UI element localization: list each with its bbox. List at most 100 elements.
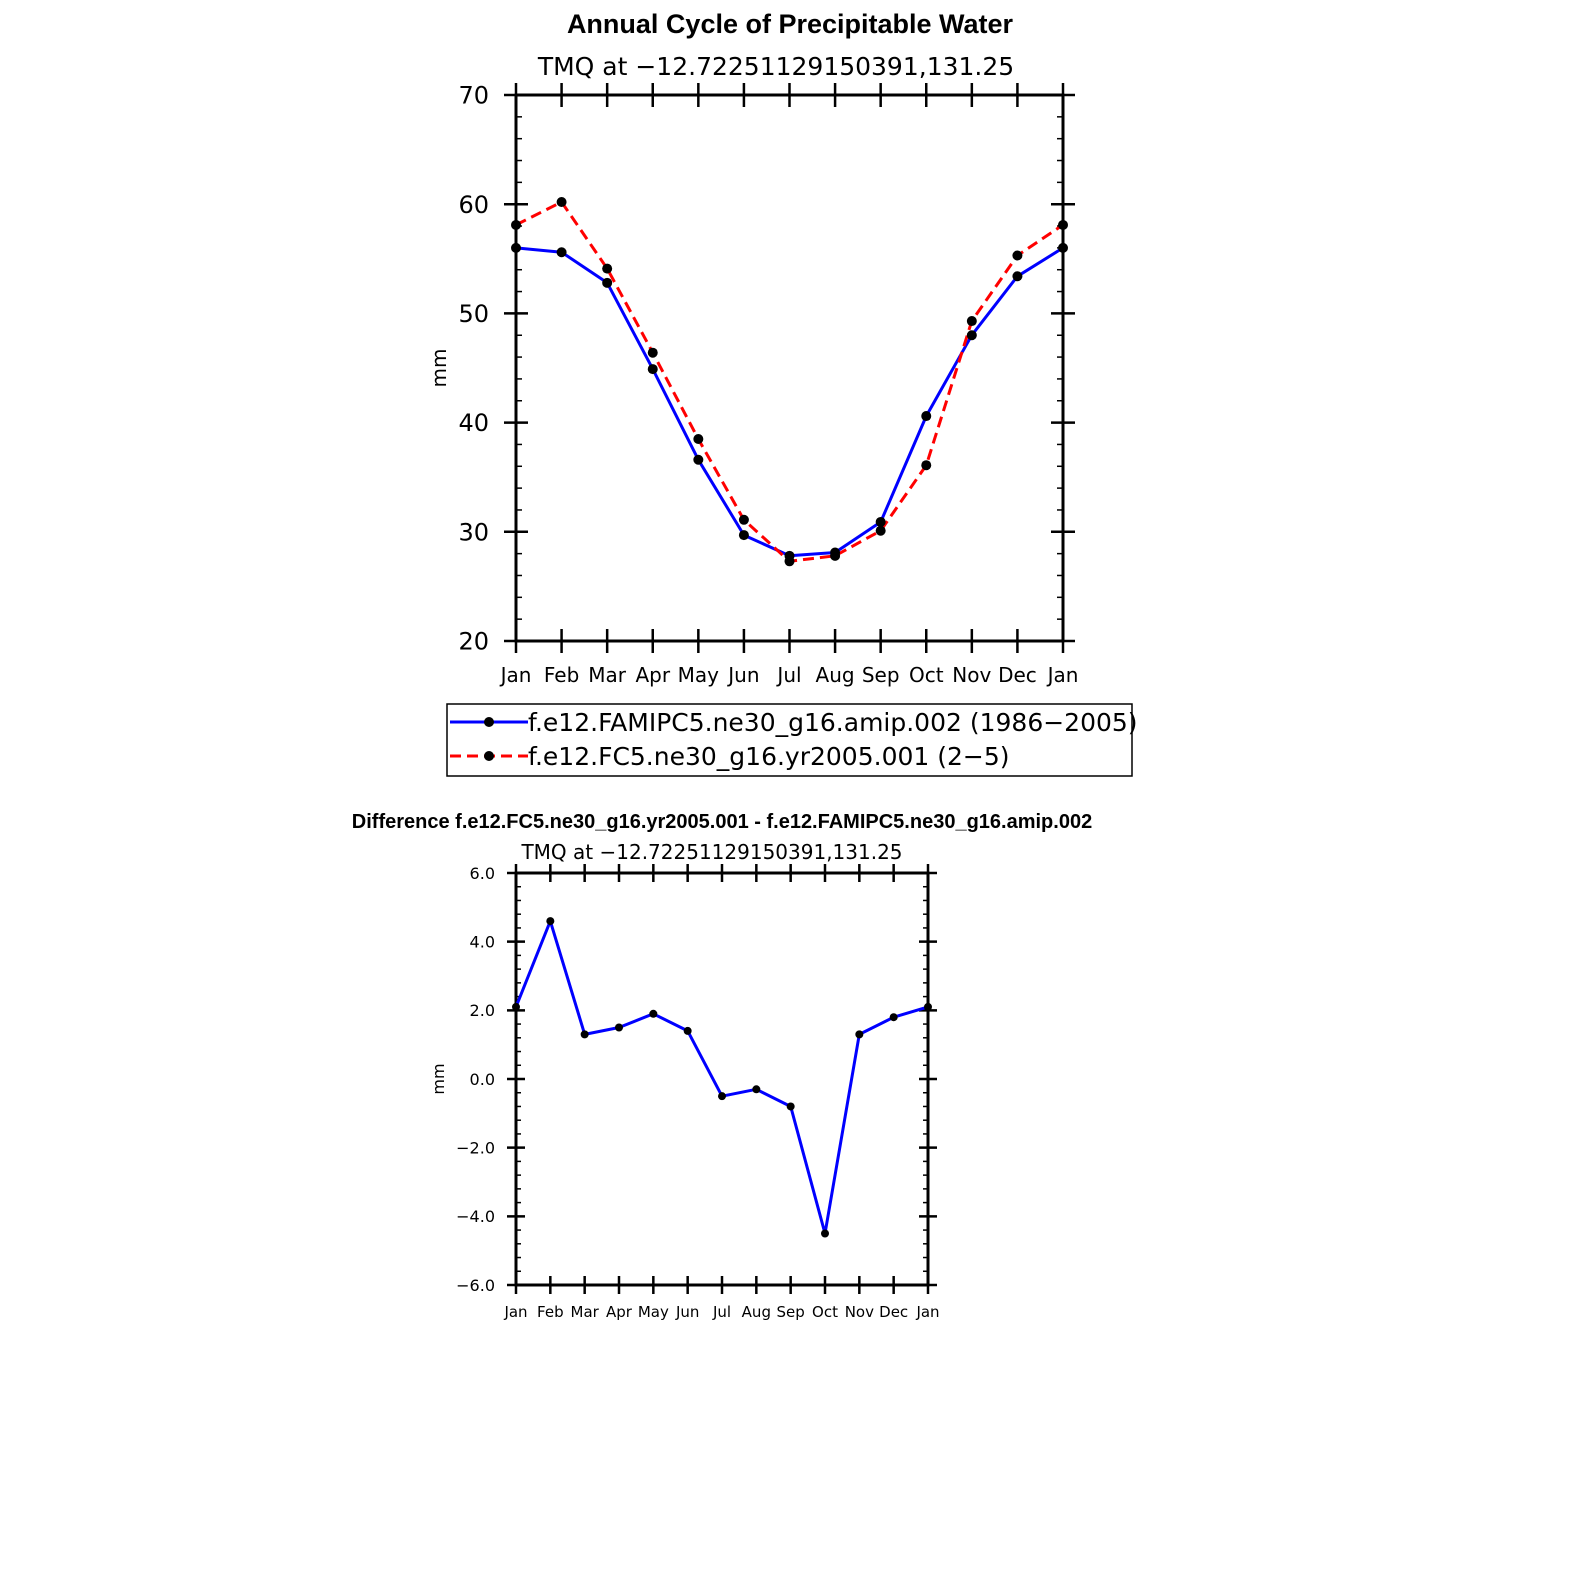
chart2-x-tick-label: Jun: [675, 1303, 699, 1321]
legend-label-series-1: f.e12.FAMIPC5.ne30_g16.amip.002 (1986−20…: [528, 708, 1138, 737]
chart2-series-1-line: [514, 919, 929, 1235]
chart1-series-1-point: [693, 454, 704, 465]
chart1-series-2-point: [647, 347, 658, 358]
chart2-x-tick-label: Nov: [845, 1303, 874, 1321]
chart2-series-1-point: [649, 1009, 658, 1018]
chart2-series-1-point: [821, 1229, 829, 1238]
chart2-series-1-point: [683, 1026, 692, 1035]
chart2-subtitle: TMQ at −12.72251129150391,131.25: [520, 840, 902, 864]
chart1-x-tick-label: Feb: [544, 663, 579, 687]
legend-label-series-2: f.e12.FC5.ne30_g16.yr2005.001 (2−5): [528, 742, 1010, 771]
chart1-x-tick-label: Dec: [998, 663, 1037, 687]
chart1-series-2-point: [921, 460, 932, 471]
chart1-series-1-point: [556, 247, 567, 258]
chart2-title: Difference f.e12.FC5.ne30_g16.yr2005.001…: [352, 811, 1092, 833]
chart1-series-1-point: [1012, 271, 1023, 282]
annual-cycle-chart: Annual Cycle of Precipitable Water TMQ a…: [427, 9, 1138, 777]
chart2-x-tick-label: Dec: [879, 1303, 908, 1321]
chart2-x-tick-label: Jan: [915, 1303, 939, 1321]
chart2-ylabel: mm: [429, 1063, 448, 1094]
chart2-series-1-point: [924, 1002, 932, 1011]
chart1-series-2-point: [875, 525, 886, 536]
chart1-y-tick-label: 70: [458, 82, 489, 110]
chart2-series-1-point: [580, 1030, 589, 1039]
chart2-series-1-point: [512, 1002, 520, 1011]
chart2-series-1-point: [752, 1085, 761, 1094]
chart1-series-1-point: [602, 277, 613, 288]
chart1-subtitle: TMQ at −12.72251129150391,131.25: [537, 52, 1014, 81]
chart2-plot-frame: [514, 871, 930, 1287]
chart2-series-1-point: [786, 1102, 795, 1111]
chart1-x-tick-label: Jun: [726, 663, 759, 687]
chart1-x-tick-labels: Jan Feb Mar Apr May Jun Jul Aug Sep Oct Nov Dec Jan: [499, 663, 1079, 687]
chart1-series-2-point: [602, 263, 613, 274]
chart1-series-1-point: [1058, 242, 1068, 253]
chart1-y-tick-label: 50: [458, 300, 489, 328]
chart1-x-tick-label: Jul: [775, 663, 801, 687]
chart2-x-tick-label: Aug: [742, 1303, 771, 1321]
chart1-ylabel: mm: [427, 349, 451, 388]
chart1-y-tick-labels: 20 30 40 50 60 70: [458, 82, 489, 656]
chart2-y-tick-label: 6.0: [470, 864, 495, 883]
chart1-series-2-point: [1012, 250, 1023, 261]
chart2-x-tick-label: Mar: [571, 1303, 600, 1321]
chart1-x-tick-label: Aug: [816, 663, 855, 687]
chart2-series-1-point: [718, 1092, 726, 1101]
chart2-y-tick-label: −4.0: [456, 1207, 495, 1226]
chart2-x-tick-label: Oct: [812, 1303, 838, 1321]
chart2-x-tick-label: Jul: [712, 1303, 731, 1321]
chart1-series-2-point: [738, 514, 749, 525]
chart2-y-tick-label: 2.0: [470, 1001, 495, 1020]
chart1-x-tick-label: Apr: [635, 663, 670, 687]
chart1-legend: f.e12.FAMIPC5.ne30_g16.amip.002 (1986−20…: [446, 703, 1138, 777]
chart1-x-tick-label: Sep: [862, 663, 900, 687]
chart1-y-tick-label: 40: [458, 409, 489, 437]
chart2-x-tick-label: Feb: [537, 1303, 564, 1321]
chart1-series-1-point: [966, 330, 977, 341]
chart1-series-2-point: [511, 219, 521, 230]
chart1-x-tick-label: May: [678, 663, 720, 687]
chart1-ticks: [504, 83, 1075, 653]
chart1-series-2-point: [784, 556, 795, 567]
chart1-title: Annual Cycle of Precipitable Water: [567, 9, 1014, 39]
chart1-x-tick-label: Nov: [952, 663, 991, 687]
chart2-y-tick-label: 0.0: [470, 1070, 495, 1089]
chart1-x-tick-label: Mar: [588, 663, 627, 687]
chart2-x-tick-label: Sep: [777, 1303, 805, 1321]
chart1-series-layer: [511, 197, 1068, 567]
chart1-y-tick-label: 20: [458, 628, 489, 656]
chart2-y-tick-labels: −6.0 −4.0 −2.0 0.0 2.0 4.0 6.0: [456, 864, 495, 1295]
chart2-series-1-point: [546, 917, 555, 926]
chart1-series-1-point: [511, 242, 521, 253]
chart1-y-tick-label: 30: [458, 518, 489, 546]
chart2-x-tick-label: Jan: [503, 1303, 527, 1321]
chart2-x-tick-label: Apr: [606, 1303, 633, 1321]
chart1-series-2-point: [556, 197, 567, 208]
chart1-series-1-point: [647, 364, 658, 375]
legend-marker-series-2: [484, 751, 494, 761]
chart1-series-2-point: [966, 316, 977, 327]
chart2-y-tick-label: −2.0: [456, 1138, 495, 1157]
chart1-x-tick-label: Jan: [499, 663, 532, 687]
chart1-series-2-point: [830, 550, 841, 561]
legend-box: [446, 703, 1133, 777]
chart1-series-2-point: [693, 433, 704, 444]
chart1-series-1-point: [921, 411, 932, 422]
chart1-x-tick-label: Oct: [909, 663, 944, 687]
chart2-series-1-point: [855, 1030, 864, 1039]
legend-marker-series-1: [484, 717, 494, 727]
chart2-x-tick-label: May: [638, 1303, 669, 1321]
chart1-series-1-point: [875, 516, 886, 527]
chart1-series-1-line: [515, 246, 1064, 558]
chart2-series-layer: [512, 917, 932, 1238]
chart2-y-tick-label: −6.0: [456, 1276, 495, 1295]
chart1-y-tick-label: 60: [458, 191, 489, 219]
chart2-y-tick-label: 4.0: [470, 932, 495, 951]
chart2-series-1-point: [889, 1013, 898, 1022]
chart1-x-tick-label: Jan: [1046, 663, 1079, 687]
chart1-series-2-point: [1058, 219, 1068, 230]
chart2-x-tick-labels: Jan Feb Mar Apr May Jun Jul Aug Sep Oct Nov Dec Jan: [503, 1303, 939, 1321]
chart1-series-2-line: [515, 200, 1064, 563]
chart2-ticks: [507, 864, 937, 1294]
